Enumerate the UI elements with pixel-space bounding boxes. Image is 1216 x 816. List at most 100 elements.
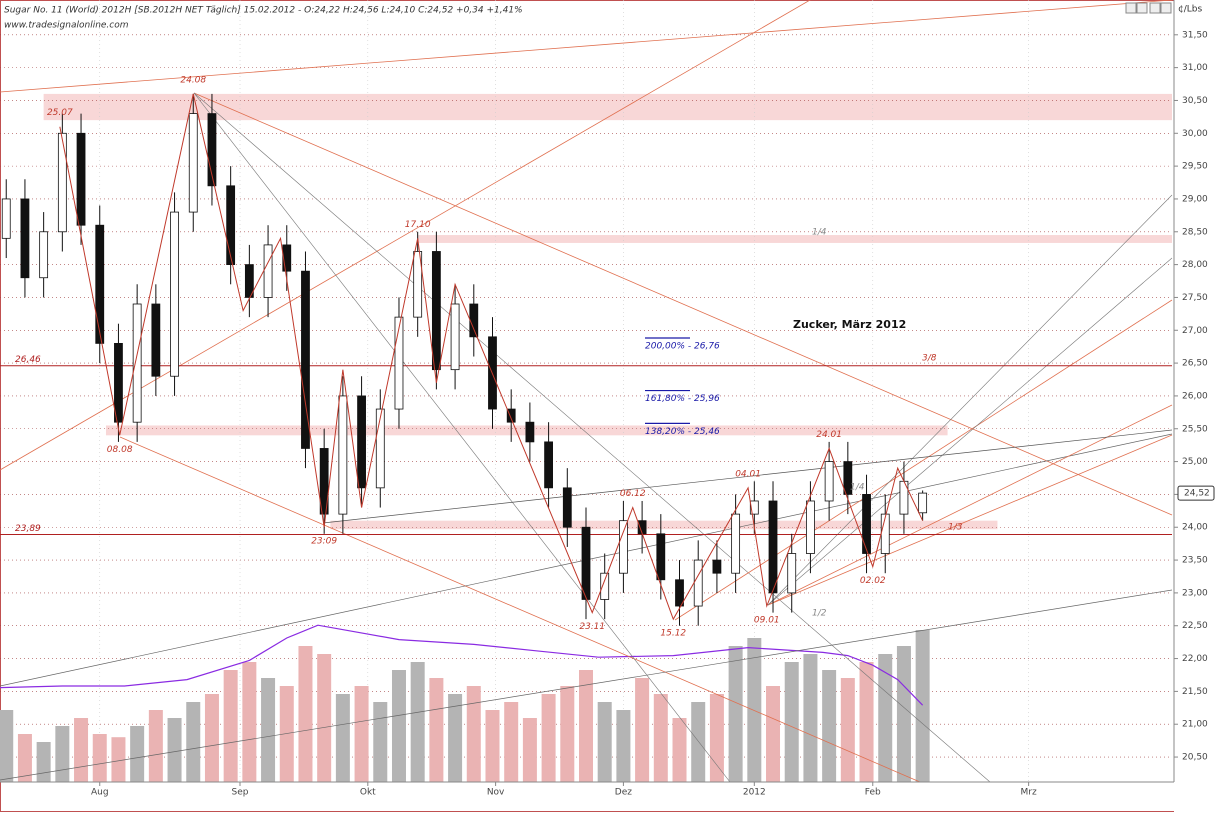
volume-bar (859, 662, 874, 782)
candle-body (114, 342, 123, 423)
volume-bar (167, 718, 182, 782)
volume-bar (204, 694, 219, 782)
candle-body (806, 500, 815, 554)
volume-bar (55, 726, 70, 782)
volume-bar (261, 678, 276, 782)
volume-bar (896, 646, 911, 782)
volume-bar (17, 734, 32, 782)
volume-bar (429, 678, 444, 782)
pivot-label: 08.08 (107, 445, 133, 455)
candle-body (843, 461, 853, 495)
y-tick-label: 29,00 (1182, 194, 1208, 204)
volume-bar (635, 678, 650, 782)
volume-bar (579, 670, 593, 782)
volume-bar (279, 686, 294, 782)
y-tick-label: 22,50 (1182, 621, 1208, 631)
volume-bar (373, 702, 388, 782)
pivot-label: 02.02 (860, 576, 886, 586)
volume-bar (298, 646, 313, 782)
chart-title: Sugar No. 11 (World) 2012H [SB.2012H NET… (4, 6, 523, 16)
fraction-label: 1/3 (948, 523, 963, 533)
candle-body (338, 395, 348, 515)
candle-body (712, 559, 722, 574)
y-tick-label: 30,00 (1182, 129, 1208, 139)
candle-body (151, 303, 161, 377)
volume-bar (448, 694, 463, 782)
candle-body (824, 461, 834, 502)
volume-bar (840, 678, 855, 782)
volume-bar (186, 702, 201, 782)
candle-body (749, 500, 759, 515)
candle-body (1, 198, 11, 239)
volume-bar (560, 686, 575, 782)
zone (330, 520, 998, 530)
candle-body (918, 492, 928, 514)
candle-body (469, 303, 479, 338)
nav-buttons (1125, 2, 1172, 14)
volume-bar (130, 726, 145, 782)
x-tick-label: Mrz (1021, 788, 1037, 798)
candle-body (57, 132, 67, 233)
nav-menu[interactable] (1160, 2, 1172, 14)
volume-bar (485, 710, 500, 782)
fraction-label: 1/4 (812, 228, 827, 238)
candle-body (619, 520, 628, 574)
volume-bar (691, 702, 706, 782)
y-tick-label: 25,50 (1182, 424, 1208, 434)
pivot-label: 25.07 (47, 108, 73, 118)
volume-bar (148, 710, 163, 782)
nav-left[interactable] (1125, 2, 1137, 14)
fraction-label: 1/4 (850, 483, 865, 493)
subtitle: www.tradesignalonline.com (4, 21, 129, 31)
y-tick-label: 31,50 (1182, 30, 1208, 40)
volume-bar (111, 737, 126, 782)
fib-label: 200,00% - 26,76 (645, 342, 720, 352)
x-tick-label: Nov (487, 788, 505, 798)
candle-body (20, 198, 30, 279)
volume-bar (0, 710, 14, 782)
fraction-label: 3/8 (922, 354, 937, 364)
open-interest-line (0, 624, 924, 706)
candle-body (562, 487, 572, 528)
fib-label: 138,20% - 25,46 (645, 427, 720, 437)
candle-body (768, 500, 778, 594)
y-tick-label: 30,50 (1182, 96, 1208, 106)
candle-body (656, 533, 666, 581)
volume-bar (822, 670, 837, 782)
trend-lines (0, 0, 1173, 783)
volume-bar (803, 654, 818, 782)
y-tick-label: 21,50 (1182, 687, 1208, 697)
volume-bar (335, 694, 350, 782)
candle-body (544, 441, 553, 489)
volume-bar (74, 718, 89, 782)
candle-body (413, 251, 423, 318)
pivot-label: 24.01 (816, 430, 842, 440)
volume-bar (410, 662, 425, 782)
candle-body (431, 251, 441, 371)
zigzag-line (59, 93, 924, 621)
x-tick-label: Sep (232, 788, 249, 798)
y-tick-label: 23,50 (1182, 556, 1208, 566)
nav-right[interactable] (1136, 2, 1148, 14)
candle-body (581, 526, 591, 600)
pivot-label: 06.12 (620, 489, 646, 499)
pivot-label: 15.12 (660, 629, 686, 639)
x-tick-label: Feb (865, 788, 881, 798)
y-tick-label: 22,00 (1182, 654, 1208, 664)
candle-body (787, 553, 797, 594)
volume-bar (616, 710, 631, 782)
volume-bar (541, 694, 556, 782)
y-unit: ¢/Lbs (1178, 5, 1202, 15)
y-tick-label: 27,50 (1182, 293, 1208, 303)
candle-body (207, 113, 217, 187)
volume-bar (36, 742, 51, 782)
y-tick-label: 26,50 (1182, 359, 1208, 369)
pivot-label: 23.11 (579, 622, 605, 632)
volume-bar (242, 662, 257, 782)
nav-end[interactable] (1149, 2, 1161, 14)
annotation: Zucker, März 2012 (793, 318, 906, 331)
candle-body (263, 244, 273, 298)
volume-bar (466, 686, 481, 782)
